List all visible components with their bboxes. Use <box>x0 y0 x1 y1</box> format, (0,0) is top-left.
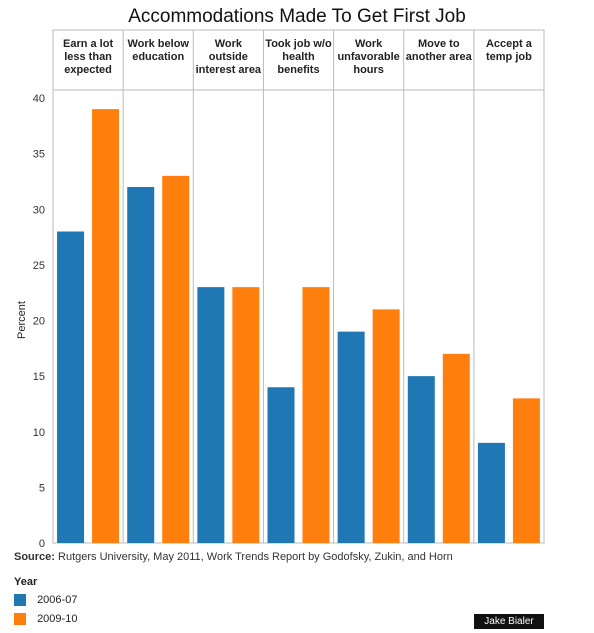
legend-label-2009-10: 2009-10 <box>37 613 78 625</box>
bar-2006-07-3 <box>197 287 225 543</box>
plot-frame <box>52 29 545 544</box>
bar-2006-07-7 <box>477 442 505 543</box>
category-label: Accept a temp job <box>485 38 532 63</box>
category-label: Work unfavorable hours <box>337 38 400 76</box>
legend-swatch-2006-07 <box>14 594 26 607</box>
category-label: Move to another area <box>405 38 472 63</box>
source-note: Source: Rutgers University, May 2011, Wo… <box>14 551 453 563</box>
bar-2009-10-1 <box>92 109 120 543</box>
source-label: Source: <box>14 551 55 563</box>
category-label: Work outside interest area <box>195 38 262 76</box>
y-tick-label: 10 <box>33 427 45 439</box>
bar-2009-10-3 <box>232 287 260 543</box>
legend-item-2006-07: 2006-07 <box>14 594 78 607</box>
legend-label-2006-07: 2006-07 <box>37 594 78 606</box>
bar-2009-10-6 <box>442 353 470 543</box>
y-tick-label: 25 <box>33 260 45 272</box>
category-label: Work below education <box>127 38 189 63</box>
bar-2009-10-7 <box>512 398 540 543</box>
y-tick-label: 5 <box>39 482 45 494</box>
y-tick-label: 0 <box>39 538 45 550</box>
legend-title: Year <box>14 576 38 588</box>
bar-2006-07-1 <box>57 231 85 543</box>
y-tick-label: 15 <box>33 371 45 383</box>
bar-2009-10-5 <box>372 309 400 543</box>
bar-2009-10-4 <box>302 287 330 543</box>
y-tick-label: 30 <box>33 204 45 216</box>
chart-title: Accommodations Made To Get First Job <box>128 6 466 27</box>
y-tick-label: 20 <box>33 316 45 328</box>
bar-2009-10-2 <box>162 175 190 543</box>
author-credit: Jake Bialer <box>474 614 544 629</box>
legend-item-2009-10: 2009-10 <box>14 613 78 626</box>
legend-swatch-2009-10 <box>14 613 26 626</box>
category-label: Earn a lot less than expected <box>63 38 114 76</box>
bar-2006-07-4 <box>267 387 295 543</box>
bar-2006-07-5 <box>337 331 365 543</box>
category-label: Took job w/o health benefits <box>265 38 332 76</box>
y-tick-label: 40 <box>33 93 45 105</box>
y-tick-label: 35 <box>33 149 45 161</box>
y-axis-label: Percent <box>16 301 28 339</box>
bar-chart: 0 5 10 15 20 25 30 35 40 Percent <box>16 29 545 550</box>
source-text: Rutgers University, May 2011, Work Trend… <box>58 551 453 563</box>
bar-2006-07-6 <box>407 376 435 543</box>
bar-2006-07-2 <box>127 187 155 543</box>
